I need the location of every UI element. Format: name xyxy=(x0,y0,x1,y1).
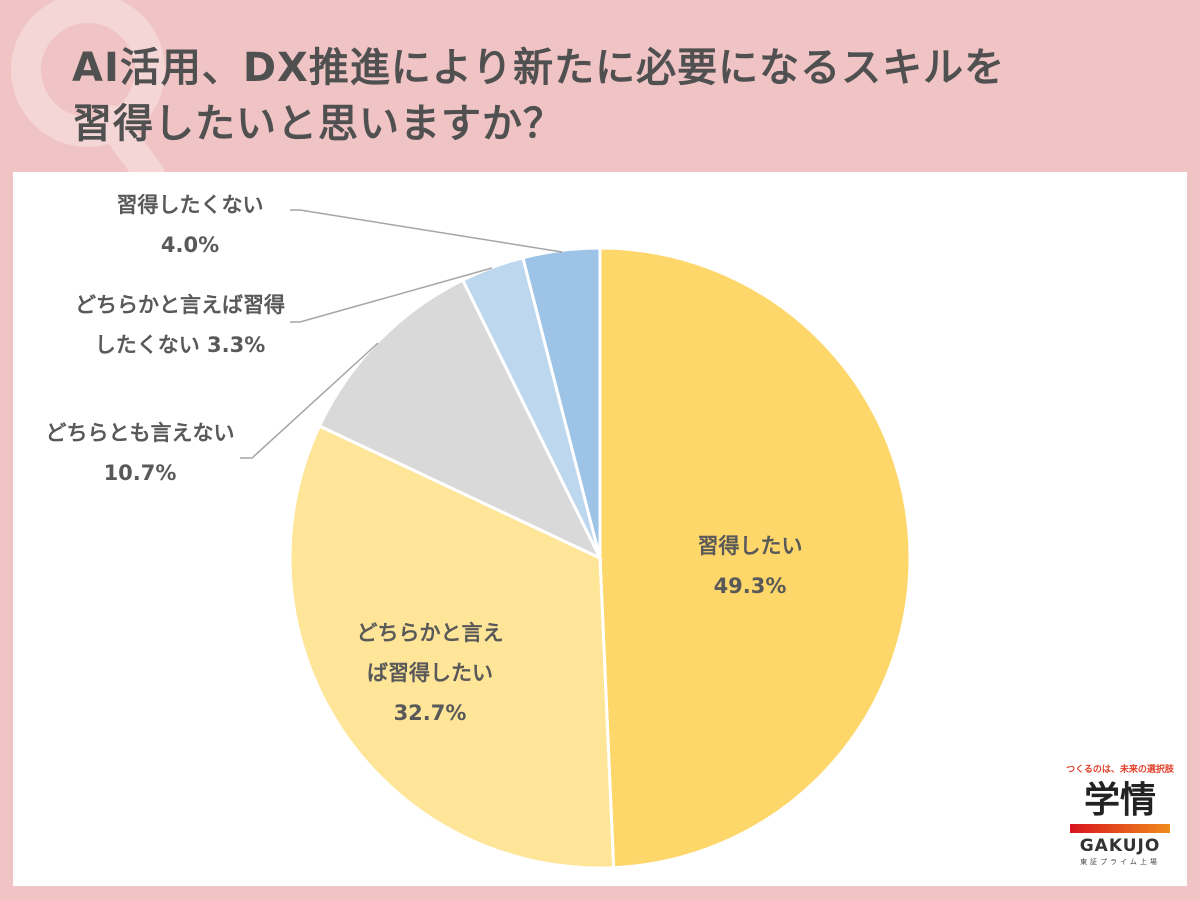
pie-slice-0 xyxy=(598,246,912,870)
data-label-4-1: 4.0% xyxy=(161,233,219,257)
page-title: AI活用、DX推進により新たに必要になるスキルを 習得したいと思いますか？ xyxy=(72,40,1005,152)
gakujo-logo: つくるのは、未来の選択肢 学情 GAKUJO 東証プライム上場 xyxy=(1062,764,1178,880)
data-label-4-0: 習得したくない xyxy=(117,193,264,217)
leader-line-2 xyxy=(240,342,379,459)
leader-line-3 xyxy=(290,267,493,323)
pie-slice-2 xyxy=(317,278,604,562)
data-label-3-0: どちらかと言えば習得 xyxy=(75,293,285,317)
pie-slice-1 xyxy=(288,424,616,870)
data-label-2-0: どちらとも言えない xyxy=(46,421,235,445)
q-watermark xyxy=(11,0,165,180)
data-label-3-1: したくない 3.3% xyxy=(95,333,266,357)
data-label-1-2: 32.7% xyxy=(394,701,467,725)
logo-roman: GAKUJO xyxy=(1079,836,1161,856)
logo-name: 学情 xyxy=(1083,780,1156,821)
pie-slice-4 xyxy=(521,246,602,559)
data-label-1-1: ば習得したい xyxy=(367,661,493,685)
logo-tagline: つくるのは、未来の選択肢 xyxy=(1066,765,1174,775)
data-label-1-0: どちらかと言え xyxy=(357,621,504,645)
logo-bar xyxy=(1070,824,1170,833)
data-label-2-1: 10.7% xyxy=(104,461,177,485)
logo-sub: 東証プライム上場 xyxy=(1080,858,1160,866)
title-line-2: 習得したいと思いますか？ xyxy=(72,101,564,147)
title-line-1: AI活用、DX推進により新たに必要になるスキルを xyxy=(72,45,1006,91)
leader-line-4 xyxy=(290,209,563,253)
data-label-0-0: 習得したい xyxy=(698,534,803,558)
data-label-0-1: 49.3% xyxy=(714,574,787,598)
